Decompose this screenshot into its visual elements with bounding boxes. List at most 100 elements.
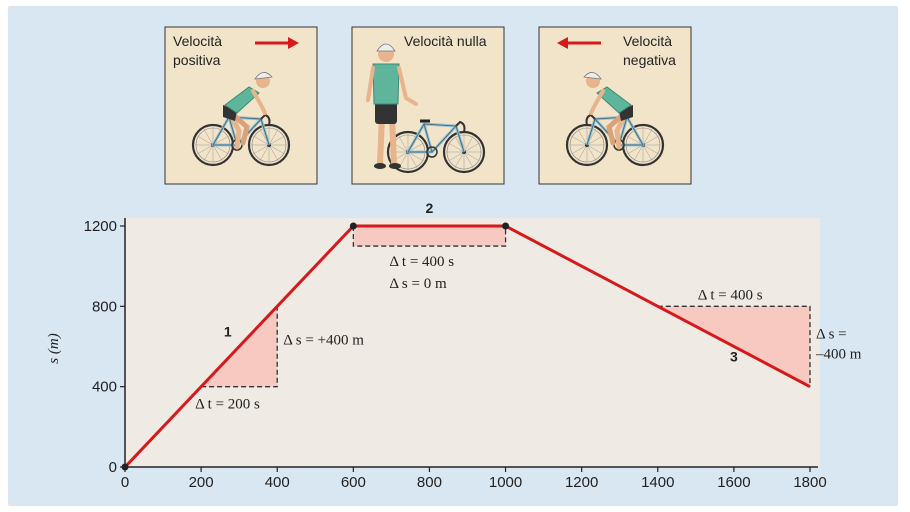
wheel-spoke (463, 151, 480, 162)
wheel-spoke (253, 144, 270, 155)
rider-jersey (372, 63, 400, 105)
rider-helmet (254, 72, 273, 80)
y-tick-label: 1200 (84, 218, 117, 235)
rider-arm (366, 66, 418, 106)
delta-s-label: –400 m (815, 347, 862, 363)
wheel-spoke (463, 142, 480, 153)
cyclist-standing-icon (366, 43, 486, 174)
wheel-spoke (642, 129, 653, 146)
rider-helmet (583, 72, 602, 80)
panel-label: negativa (623, 52, 676, 68)
wheel-spoke (398, 136, 409, 153)
annotation-group: 1 2 3 (224, 200, 738, 365)
wheel-spoke (448, 142, 465, 153)
wheel-spoke (642, 135, 659, 146)
x-tick-label: 1400 (641, 474, 674, 491)
rider-helmet (376, 43, 396, 52)
segment-endpoint (502, 222, 510, 230)
panel-label: positiva (173, 52, 221, 68)
handlebar (260, 113, 271, 126)
triangle-fill (353, 226, 506, 247)
direction-arrow-head (288, 37, 299, 49)
y-axis-label: s (m) (46, 333, 62, 363)
wheel-spoke (642, 144, 659, 155)
segment-label: 2 (426, 200, 434, 216)
wheel-spoke (642, 144, 653, 161)
series-line (123, 224, 811, 469)
x-tick-label: 200 (189, 474, 214, 491)
wheel-spoke (268, 144, 285, 155)
x-tick-label: 400 (265, 474, 290, 491)
segment-label: 1 (224, 323, 232, 339)
wheel-spoke (253, 135, 270, 146)
wheel-spoke (203, 144, 214, 161)
triangle-legs (657, 305, 811, 387)
panel-3: Velocità negativa (538, 26, 692, 185)
panel-1: Velocità positiva (164, 26, 318, 185)
rider-jersey (224, 86, 260, 114)
wheel-spoke (463, 136, 474, 153)
segment-label: 3 (730, 349, 738, 365)
wheel-spoke (212, 144, 223, 161)
wheel-spoke (268, 144, 279, 161)
wheel-spoke (577, 144, 588, 161)
wheel-spoke (586, 144, 603, 155)
illustration-panels: Velocità positiva Velocità nulla Velocità ne… (164, 26, 692, 185)
x-tick-label: 1600 (717, 474, 750, 491)
panel-label: Velocità (623, 33, 672, 49)
delta-s-label: Δ s = +400 m (283, 333, 364, 349)
wheel-spoke (259, 144, 270, 161)
triangle-legs (201, 306, 278, 388)
series-group (121, 222, 811, 471)
wheel-spoke (633, 144, 644, 161)
triangle-legs (352, 226, 507, 247)
delta-s-label: Δ s = (816, 327, 847, 343)
x-tick-label: 1200 (565, 474, 598, 491)
direction-arrow-head (557, 37, 568, 49)
delta-t-label: Δ t = 400 s (389, 254, 454, 270)
delta-t-label: Δ t = 400 s (698, 287, 763, 303)
rider-arm (589, 89, 605, 115)
rider-shoe (389, 163, 401, 169)
cyclist-riding-left-icon (565, 72, 665, 167)
panel-label: Velocità nulla (404, 33, 487, 49)
delta-s-label: Δ s = 0 m (389, 276, 447, 292)
wheel-spoke (463, 151, 474, 168)
wheel-spoke (448, 151, 465, 162)
y-tick-label: 400 (92, 379, 117, 396)
handlebar (585, 113, 596, 126)
panel-label: Velocità (173, 33, 222, 49)
axes: 0 200 400 600 800 1000 1200 1400 1600 1800 0 400 800… (46, 218, 827, 491)
y-tick-label: 800 (92, 298, 117, 315)
wheel-spoke (454, 151, 465, 168)
chainring (426, 146, 438, 158)
x-tick-label: 0 (121, 474, 129, 491)
wheel-spoke (577, 129, 588, 146)
x-tick-label: 800 (417, 474, 442, 491)
wheel-spoke (571, 135, 588, 146)
delta-t-label: Δ t = 200 s (195, 397, 260, 413)
x-tick-label: 1800 (793, 474, 826, 491)
wheel-spoke (268, 129, 279, 146)
x-tick-label: 600 (341, 474, 366, 491)
wheel-spoke (197, 144, 214, 155)
wheel-spoke (586, 135, 603, 146)
wheel-spoke (407, 151, 418, 168)
wheel-spoke (268, 135, 285, 146)
wheel-spoke (203, 129, 214, 146)
wheel-spoke (571, 144, 588, 155)
y-tick-label: 0 (109, 459, 117, 476)
segment-endpoint (349, 222, 357, 230)
rider-shorts (619, 105, 633, 121)
rider-shorts (375, 102, 397, 124)
handlebar (455, 120, 466, 133)
rider-jersey (596, 86, 632, 114)
plot-area (125, 218, 820, 467)
cyclist-riding-right-icon (191, 72, 291, 167)
wheel-spoke (197, 135, 214, 146)
rider-shorts (223, 105, 237, 121)
delta-triangle-2: Δ t = 400 s Δ s = 0 m (352, 226, 507, 292)
rider-shoe (374, 163, 386, 169)
panel-2: Velocità nulla (351, 26, 505, 185)
x-tick-label: 1000 (489, 474, 522, 491)
